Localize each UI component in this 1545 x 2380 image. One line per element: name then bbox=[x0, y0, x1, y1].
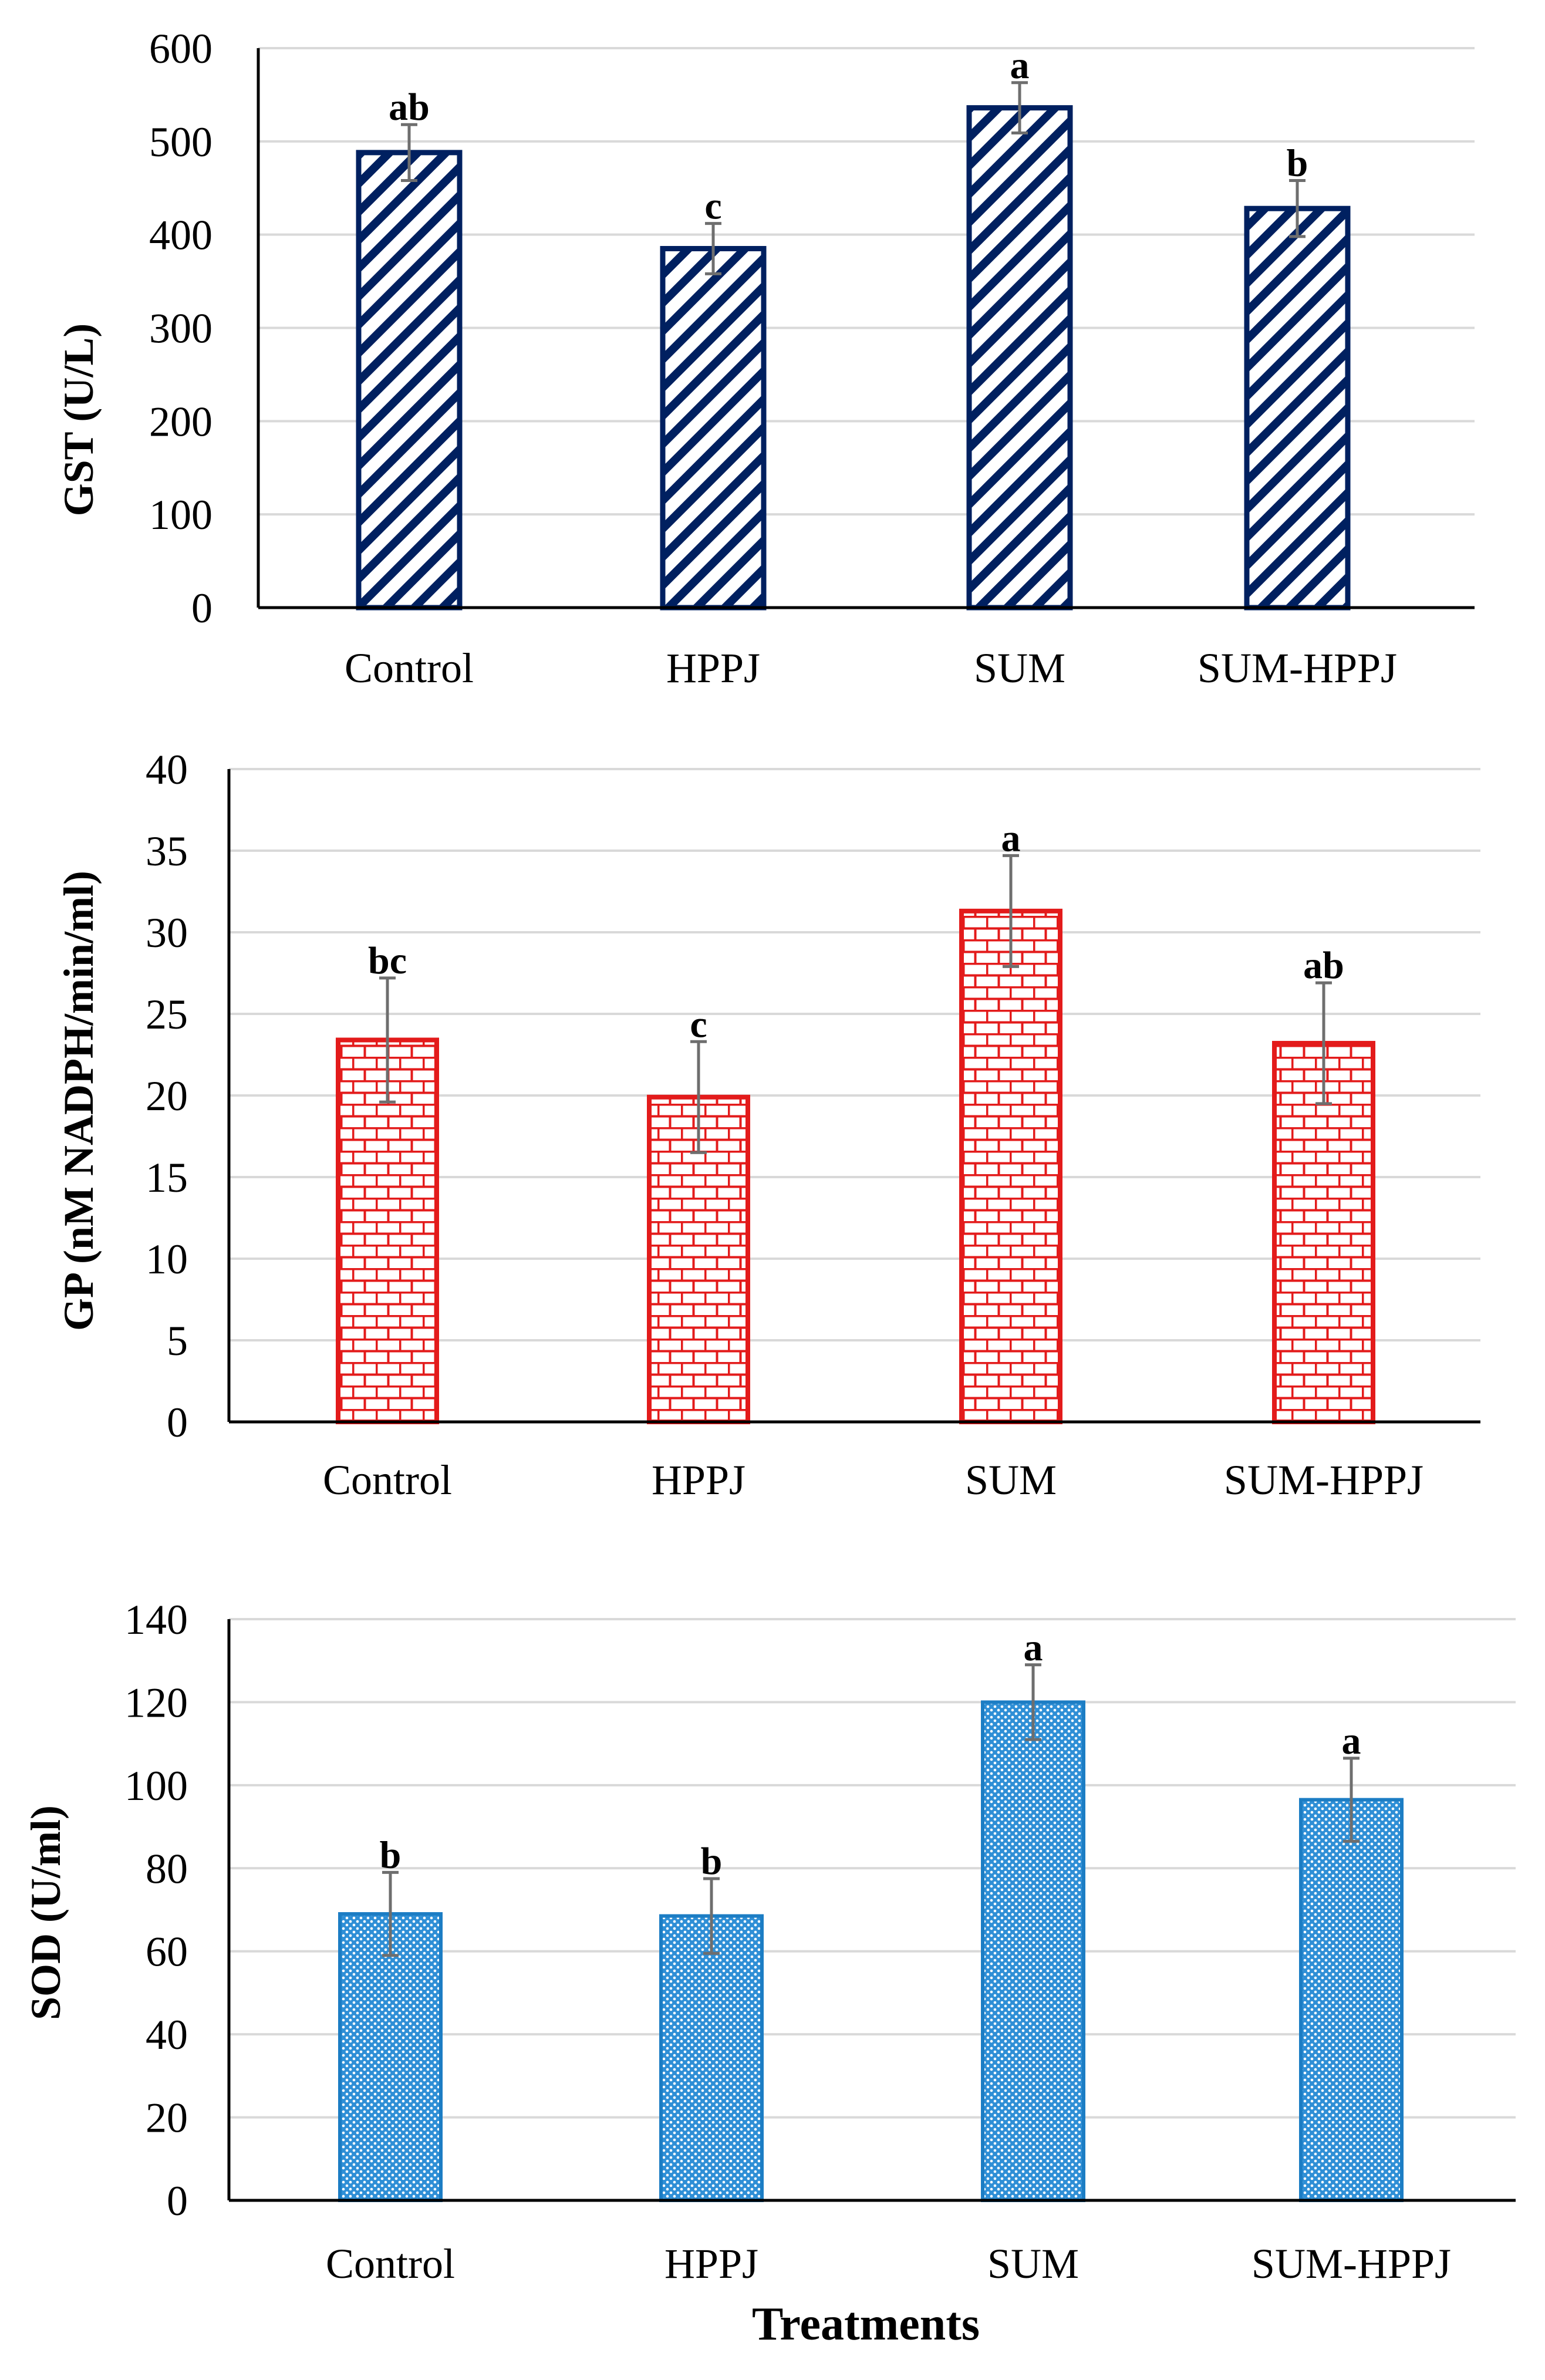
gst-y-ticks: 0 100 200 300 400 500 600 bbox=[149, 25, 212, 632]
error-bar bbox=[401, 123, 417, 183]
bar-sum-hppj bbox=[1299, 1798, 1404, 2203]
bar-sum bbox=[966, 105, 1073, 611]
y-tick-label: 35 bbox=[146, 828, 188, 875]
error-bar bbox=[1315, 981, 1332, 1105]
gp-significance-labels: bc c a ab bbox=[368, 817, 1344, 1046]
x-tick-label: HPPJ bbox=[666, 645, 760, 692]
error-bar bbox=[703, 1877, 720, 1955]
error-bar bbox=[690, 1040, 707, 1154]
y-tick-label: 25 bbox=[146, 991, 188, 1038]
y-tick-label: 500 bbox=[149, 119, 212, 166]
gp-chart: 0 5 10 15 20 25 30 35 40 bc c a ab Control HPPJ SUM SU… bbox=[55, 746, 1480, 1503]
sod-x-tick-labels: Control HPPJ SUM SUM-HPPJ bbox=[326, 2240, 1451, 2287]
sod-x-axis-title: Treatments bbox=[752, 2298, 980, 2350]
error-bar bbox=[1003, 854, 1019, 968]
y-tick-label: 30 bbox=[146, 909, 188, 956]
y-tick-label: 20 bbox=[146, 2095, 188, 2142]
bar-control bbox=[356, 150, 463, 611]
sod-error-bars bbox=[382, 1663, 1360, 1957]
error-bar bbox=[379, 976, 396, 1104]
y-tick-label: 10 bbox=[146, 1236, 188, 1283]
y-tick-label: 40 bbox=[146, 746, 188, 793]
x-tick-label: Control bbox=[323, 1457, 452, 1503]
significance-label: a bbox=[1024, 1626, 1043, 1669]
sod-bars bbox=[338, 1700, 1404, 2203]
y-tick-label: 40 bbox=[146, 2011, 188, 2058]
y-tick-label: 60 bbox=[146, 1929, 188, 1976]
bar-sum bbox=[959, 908, 1062, 1424]
y-tick-label: 0 bbox=[167, 1399, 188, 1446]
y-tick-label: 20 bbox=[146, 1073, 188, 1120]
bar-control bbox=[338, 1912, 443, 2203]
gst-x-tick-labels: Control HPPJ SUM SUM-HPPJ bbox=[345, 645, 1397, 692]
significance-label: b bbox=[380, 1833, 402, 1876]
x-tick-label: SUM bbox=[965, 1457, 1057, 1503]
y-tick-label: 600 bbox=[149, 25, 212, 72]
bar-hppj bbox=[660, 245, 767, 611]
x-tick-label: SUM bbox=[974, 645, 1065, 692]
x-tick-label: HPPJ bbox=[664, 2240, 758, 2287]
gst-y-axis-title: GST (U/L) bbox=[55, 323, 102, 517]
error-bar bbox=[382, 1870, 399, 1957]
x-tick-label: SUM-HPPJ bbox=[1224, 1457, 1423, 1503]
sod-y-axis-title: SOD (U/ml) bbox=[22, 1805, 69, 2020]
error-bar bbox=[1343, 1757, 1360, 1843]
error-bar bbox=[1025, 1663, 1041, 1741]
y-tick-label: 0 bbox=[167, 2177, 188, 2224]
error-bar bbox=[705, 222, 721, 275]
bar-hppj bbox=[659, 1914, 764, 2203]
gp-y-ticks: 0 5 10 15 20 25 30 35 40 bbox=[146, 746, 188, 1446]
sod-significance-labels: b b a a bbox=[380, 1626, 1361, 1883]
gp-y-axis-title: GP (nM NADPH/min/ml) bbox=[55, 871, 102, 1331]
x-tick-label: HPPJ bbox=[652, 1457, 745, 1503]
x-tick-label: SUM-HPPJ bbox=[1251, 2240, 1451, 2287]
y-tick-label: 0 bbox=[191, 585, 212, 632]
y-tick-label: 5 bbox=[167, 1317, 188, 1364]
significance-label: c bbox=[690, 1003, 707, 1046]
significance-label: ab bbox=[389, 86, 430, 129]
gp-x-tick-labels: Control HPPJ SUM SUM-HPPJ bbox=[323, 1457, 1423, 1503]
y-tick-label: 15 bbox=[146, 1154, 188, 1201]
x-tick-label: SUM-HPPJ bbox=[1197, 645, 1397, 692]
bar-control bbox=[336, 1037, 439, 1424]
y-tick-label: 300 bbox=[149, 305, 212, 352]
x-tick-label: SUM bbox=[987, 2240, 1079, 2287]
y-tick-label: 400 bbox=[149, 212, 212, 259]
bar-sum-hppj bbox=[1244, 205, 1351, 611]
gst-error-bars bbox=[401, 81, 1306, 275]
significance-label: a bbox=[1342, 1720, 1361, 1762]
x-tick-label: Control bbox=[326, 2240, 455, 2287]
sod-y-ticks: 0 20 40 60 80 100 120 140 bbox=[124, 1596, 188, 2224]
significance-label: a bbox=[1010, 44, 1030, 87]
error-bar bbox=[1289, 179, 1306, 238]
y-tick-label: 120 bbox=[124, 1679, 188, 1726]
gp-bars bbox=[336, 908, 1375, 1425]
y-tick-label: 100 bbox=[149, 491, 212, 538]
y-tick-label: 200 bbox=[149, 398, 212, 445]
significance-label: ab bbox=[1303, 944, 1344, 987]
y-tick-label: 140 bbox=[124, 1596, 188, 1643]
x-tick-label: Control bbox=[345, 645, 474, 692]
significance-label: b bbox=[1287, 142, 1308, 185]
y-tick-label: 80 bbox=[146, 1845, 188, 1892]
significance-label: bc bbox=[368, 939, 407, 982]
sod-chart: 0 20 40 60 80 100 120 140 b b a a Control HPPJ SUM SU… bbox=[22, 1596, 1516, 2350]
significance-label: b bbox=[701, 1840, 723, 1883]
error-bar bbox=[1011, 81, 1028, 135]
gp-error-bars bbox=[379, 854, 1332, 1154]
bar-sum bbox=[981, 1700, 1085, 2202]
gst-bars bbox=[356, 105, 1351, 611]
y-tick-label: 100 bbox=[124, 1762, 188, 1809]
significance-label: c bbox=[704, 185, 721, 228]
significance-label: a bbox=[1001, 817, 1021, 859]
